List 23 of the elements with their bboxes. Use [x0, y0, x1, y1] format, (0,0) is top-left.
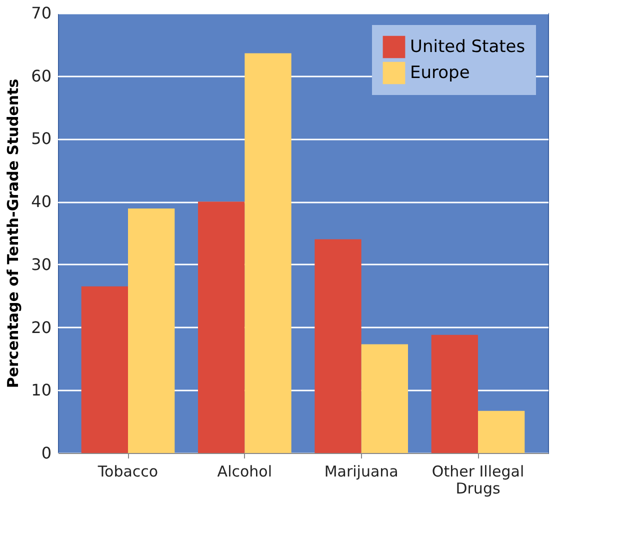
y-tick-label: 40 [31, 192, 52, 212]
bar [198, 202, 245, 453]
legend-label: Europe [410, 63, 470, 83]
bar [81, 286, 128, 453]
bar [361, 344, 408, 453]
bar [244, 53, 292, 453]
x-tick-label: Alcohol [217, 462, 272, 480]
bar [128, 208, 175, 453]
bar [314, 239, 362, 453]
x-tick-label: Other Illegal Drugs [432, 462, 524, 498]
y-tick-label: 50 [31, 129, 52, 148]
legend-label: United States [410, 37, 526, 57]
y-tick-label: 20 [31, 318, 52, 337]
y-tick-label: 10 [31, 380, 52, 400]
y-tick-label: 30 [31, 254, 52, 274]
bar [431, 334, 478, 453]
y-tick-label: 70 [31, 4, 52, 22]
bar [478, 410, 525, 453]
x-tick-label: Marijuana [324, 462, 398, 480]
y-tick-label: 0 [41, 444, 52, 462]
y-axis-title: Percentage of Tenth-Grade Students [4, 78, 22, 388]
x-tick-label: Tobacco [96, 462, 158, 480]
y-tick-label: 60 [31, 66, 52, 86]
